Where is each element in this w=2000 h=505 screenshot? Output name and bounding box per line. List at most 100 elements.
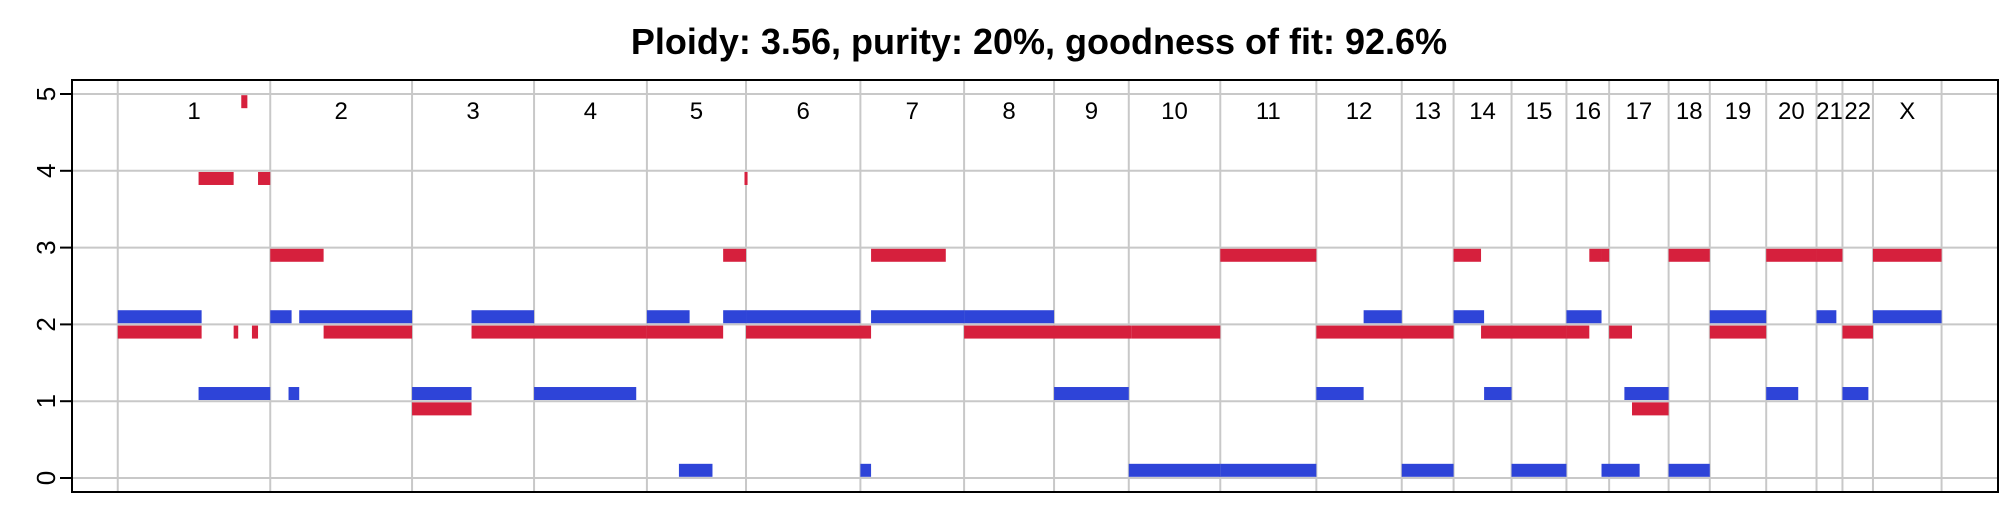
major-copy-number-segment <box>258 171 271 185</box>
minor-copy-number-segment <box>412 387 472 401</box>
minor-copy-number-segment <box>1709 310 1767 324</box>
chart-title: Ploidy: 3.56, purity: 20%, goodness of f… <box>631 21 1447 62</box>
chromosome-label-22: 22 <box>1844 98 1871 125</box>
minor-copy-number-segment <box>270 310 292 324</box>
minor-copy-number-segment <box>860 463 872 477</box>
minor-copy-number-segment <box>1601 463 1640 477</box>
major-copy-number-segment <box>1872 248 1942 262</box>
major-copy-number-segment <box>1220 248 1317 262</box>
chromosome-label-20: 20 <box>1778 98 1805 125</box>
minor-copy-number-segment <box>534 387 637 401</box>
y-tick-label: 2 <box>31 317 61 331</box>
major-copy-number-segment <box>1842 325 1873 339</box>
chromosome-label-15: 15 <box>1526 98 1553 125</box>
chromosome-label-5: 5 <box>690 98 703 125</box>
plot-frame <box>71 79 1999 493</box>
major-copy-number-segment <box>241 95 248 109</box>
chromosome-label-14: 14 <box>1469 98 1496 125</box>
major-copy-number-segment <box>1609 325 1633 339</box>
chromosome-label-12: 12 <box>1346 98 1373 125</box>
minor-copy-number-segment <box>646 310 690 324</box>
minor-copy-number-segment <box>1316 387 1364 401</box>
chromosome-label-21: 21 <box>1816 98 1843 125</box>
major-copy-number-segment <box>117 325 202 339</box>
minor-copy-number-segment <box>871 310 965 324</box>
minor-copy-number-segment <box>1624 387 1669 401</box>
major-copy-number-segment <box>646 325 724 339</box>
chromosome-label-16: 16 <box>1574 98 1601 125</box>
minor-copy-number-segment <box>299 310 413 324</box>
major-copy-number-segment <box>1316 325 1454 339</box>
minor-copy-number-segment <box>1766 387 1799 401</box>
chromosome-label-9: 9 <box>1085 98 1098 125</box>
chromosome-label-6: 6 <box>797 98 810 125</box>
chromosome-label-19: 19 <box>1725 98 1752 125</box>
chromosome-label-2: 2 <box>334 98 347 125</box>
minor-copy-number-segment <box>964 310 1055 324</box>
chromosome-label-18: 18 <box>1676 98 1703 125</box>
major-copy-number-segment <box>412 402 472 416</box>
major-copy-number-segment <box>1589 248 1602 262</box>
minor-copy-number-segment <box>1054 387 1129 401</box>
major-copy-number-segment <box>723 248 747 262</box>
chromosome-label-11: 11 <box>1256 98 1281 125</box>
minor-copy-number-segment <box>1872 310 1942 324</box>
chromosome-label-7: 7 <box>906 98 919 125</box>
minor-copy-number-segment <box>1816 310 1837 324</box>
chromosome-label-4: 4 <box>584 98 597 125</box>
minor-copy-number-segment <box>1511 463 1567 477</box>
y-axis: 0 1 2 3 4 5 <box>31 87 72 485</box>
major-copy-number-segment <box>1668 248 1710 262</box>
y-tick-label: 4 <box>31 164 61 178</box>
minor-copy-number-segment <box>1566 310 1602 324</box>
minor-copy-number-segment <box>1401 463 1454 477</box>
major-copy-number-segment <box>251 325 259 339</box>
chromosome-label-8: 8 <box>1002 98 1015 125</box>
minor-copy-number-segment <box>1453 310 1485 324</box>
major-copy-number-segment <box>744 171 748 185</box>
minor-copy-number-segment <box>678 463 713 477</box>
minor-copy-number-segment <box>1842 387 1869 401</box>
y-tick-label: 0 <box>31 471 61 485</box>
major-copy-number-segment <box>1709 325 1767 339</box>
minor-copy-number-segment <box>117 310 202 324</box>
major-copy-number-segment <box>233 325 239 339</box>
y-tick-label: 5 <box>31 87 61 101</box>
y-tick-label: 1 <box>31 394 61 408</box>
chromosome-labels: 1 2 3 4 5 6 7 8 9 10 11 12 13 14 15 16 17 18 19 20 21 22 X <box>187 98 1915 125</box>
major-copy-number-segment <box>270 248 324 262</box>
minor-copy-number-segment <box>1668 463 1710 477</box>
grid-lines <box>72 80 1998 492</box>
minor-copy-number-segment <box>471 310 535 324</box>
minor-copy-number-segment <box>746 310 861 324</box>
major-copy-number-segment <box>323 325 413 339</box>
minor-copy-number-segment <box>723 310 747 324</box>
major-copy-number-segment <box>198 171 234 185</box>
major-copy-number-segment <box>1481 325 1567 339</box>
chromosome-label-17: 17 <box>1626 98 1653 125</box>
chromosome-label-13: 13 <box>1414 98 1441 125</box>
minor-copy-number-segment <box>1128 463 1221 477</box>
major-copy-number-segment <box>1453 248 1482 262</box>
chromosome-label-X: X <box>1899 98 1915 125</box>
copy-number-segments <box>117 95 1942 477</box>
minor-copy-number-segment <box>1363 310 1402 324</box>
chromosome-label-3: 3 <box>466 98 479 125</box>
minor-copy-number-segment <box>288 387 300 401</box>
chromosome-label-10: 10 <box>1161 98 1188 125</box>
major-copy-number-segment <box>964 325 1132 339</box>
minor-copy-number-segment <box>1220 463 1317 477</box>
major-copy-number-segment <box>1816 248 1843 262</box>
major-copy-number-segment <box>1632 402 1669 416</box>
major-copy-number-segment <box>1601 248 1610 262</box>
major-copy-number-segment <box>1131 325 1221 339</box>
major-copy-number-segment <box>1566 325 1590 339</box>
major-copy-number-segment <box>471 325 647 339</box>
major-copy-number-segment <box>871 248 946 262</box>
major-copy-number-segment <box>746 325 872 339</box>
y-tick-label: 3 <box>31 240 61 254</box>
chromosome-label-1: 1 <box>187 98 200 125</box>
minor-copy-number-segment <box>198 387 271 401</box>
